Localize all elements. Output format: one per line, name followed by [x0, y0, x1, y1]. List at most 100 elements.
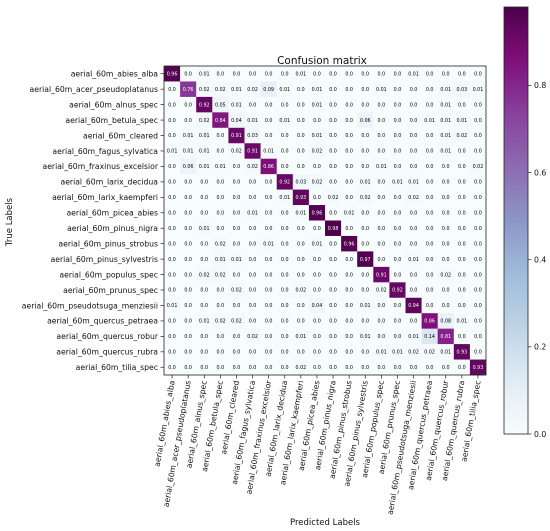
cell-value-label: 0.01: [376, 350, 387, 356]
cell-value-label: 0.94: [408, 303, 419, 309]
cell-value-label: 0.0: [474, 133, 482, 139]
heatmap-cell: [244, 328, 261, 345]
cell-value-label: 0.0: [329, 87, 337, 93]
cell-value-label: 0.01: [312, 87, 323, 93]
heatmap-cell: [308, 282, 326, 299]
y-tick-label: aerial_60m_larix_decidua: [60, 178, 158, 187]
cell-value-label: 0.0: [249, 180, 257, 186]
heatmap-cell: [405, 81, 422, 98]
heatmap-cell: [292, 158, 310, 175]
heatmap-frame: [163, 65, 487, 376]
heatmap-cell: [389, 235, 406, 252]
heatmap-cell: [325, 297, 342, 314]
cell-value-label: 0.0: [281, 149, 289, 155]
cell-value-label: 0.0: [410, 87, 418, 93]
cell-value-label: 0.93: [473, 365, 484, 371]
colorbar-tick-label: 0.2: [534, 343, 546, 352]
heatmap-cell: [341, 174, 358, 190]
cell-value-label: 0.91: [247, 149, 258, 155]
cell-value-label: 0.0: [474, 210, 482, 216]
cell-value-label: 0.01: [344, 210, 355, 216]
cell-value-label: 0.0: [184, 257, 192, 263]
cell-value-label: 0.01: [199, 149, 210, 155]
cell-value-label: 0.01: [457, 319, 468, 325]
cell-value-label: 0.01: [440, 350, 451, 356]
cell-value-label: 0.92: [392, 288, 403, 294]
cell-value-label: 0.0: [394, 149, 402, 155]
heatmap-cell: [389, 81, 406, 98]
cell-value-label: 0.0: [329, 272, 337, 278]
x-axis-label: Predicted Labels: [290, 518, 361, 528]
heatmap-cell: [228, 235, 245, 252]
cell-value-label: 0.0: [313, 319, 321, 325]
cell-value-label: 0.0: [345, 272, 353, 278]
cell-value-label: 0.0: [394, 257, 402, 263]
heatmap-cell: [357, 359, 374, 376]
cell-value-label: 0.04: [312, 303, 323, 309]
cell-value-label: 0.01: [440, 149, 451, 155]
heatmap-cell: [276, 328, 294, 345]
heatmap-cell: [260, 220, 277, 237]
heatmap-cell: [308, 174, 326, 190]
cell-value-label: 0.0: [200, 241, 208, 247]
cell-value-label: 0.0: [265, 288, 273, 294]
heatmap-cell: [421, 96, 438, 113]
heatmap-cell: [389, 96, 406, 113]
heatmap-cell: [405, 344, 422, 360]
heatmap-cell: [212, 205, 229, 221]
cell-value-label: 0.0: [184, 195, 192, 201]
y-tick-label: aerial_60m_acer_pseudoplatanus: [30, 85, 158, 94]
heatmap-cell: [373, 282, 390, 299]
heatmap-cell: [196, 66, 213, 82]
cell-value-label: 0.03: [296, 180, 307, 186]
heatmap-cell: [180, 266, 197, 283]
heatmap-cell: [244, 81, 261, 98]
heatmap-cell: [180, 81, 197, 98]
cell-value-label: 0.0: [458, 241, 466, 247]
heatmap-cell: [437, 328, 455, 345]
cell-value-label: 0.01: [440, 87, 451, 93]
cell-value-label: 0.76: [183, 87, 194, 93]
cell-value-label: 0.0: [394, 319, 402, 325]
cell-value-label: 0.0: [265, 133, 273, 139]
heatmap-cell: [292, 251, 310, 268]
heatmap-cell: [180, 96, 197, 113]
y-tick-label: aerial_60m_fraxinus_excelsior: [42, 162, 158, 171]
cell-value-label: 0.0: [233, 71, 241, 77]
cell-value-label: 0.01: [408, 180, 419, 186]
heatmap-cell: [244, 112, 261, 129]
cell-value-label: 0.0: [233, 334, 241, 340]
heatmap-cell: [164, 143, 181, 159]
cell-value-label: 0.02: [473, 164, 484, 170]
heatmap-cell: [196, 328, 213, 345]
cell-value-label: 0.0: [442, 226, 450, 232]
heatmap-cell: [437, 235, 455, 252]
heatmap-cell: [212, 143, 229, 159]
heatmap-cell: [308, 189, 326, 206]
cell-value-label: 0.0: [200, 195, 208, 201]
heatmap-cell: [196, 127, 213, 144]
heatmap-cell: [212, 112, 229, 129]
heatmap-cell: [164, 297, 181, 314]
cell-value-label: 0.0: [474, 257, 482, 263]
cell-value-label: 0.0: [217, 195, 225, 201]
cell-value-label: 0.0: [345, 102, 353, 108]
heatmap-cell: [244, 158, 261, 175]
cell-value-label: 0.0: [217, 149, 225, 155]
cell-value-label: 0.0: [329, 365, 337, 371]
cell-value-label: 0.0: [233, 272, 241, 278]
cell-value-label: 0.0: [329, 71, 337, 77]
heatmap-cell: [212, 297, 229, 314]
colorbar-tick-label: 0.6: [534, 168, 546, 177]
heatmap-cell: [437, 266, 455, 283]
cell-value-label: 0.0: [217, 226, 225, 232]
heatmap-cell: [325, 66, 342, 82]
heatmap-cell: [260, 297, 277, 314]
cell-value-label: 0.05: [215, 102, 226, 108]
cell-value-label: 0.0: [281, 350, 289, 356]
cell-value-label: 0.09: [263, 87, 274, 93]
cell-value-label: 0.0: [249, 195, 257, 201]
cell-value-label: 0.0: [410, 133, 418, 139]
heatmap-cell: [437, 96, 455, 113]
cell-value-label: 0.0: [297, 319, 305, 325]
